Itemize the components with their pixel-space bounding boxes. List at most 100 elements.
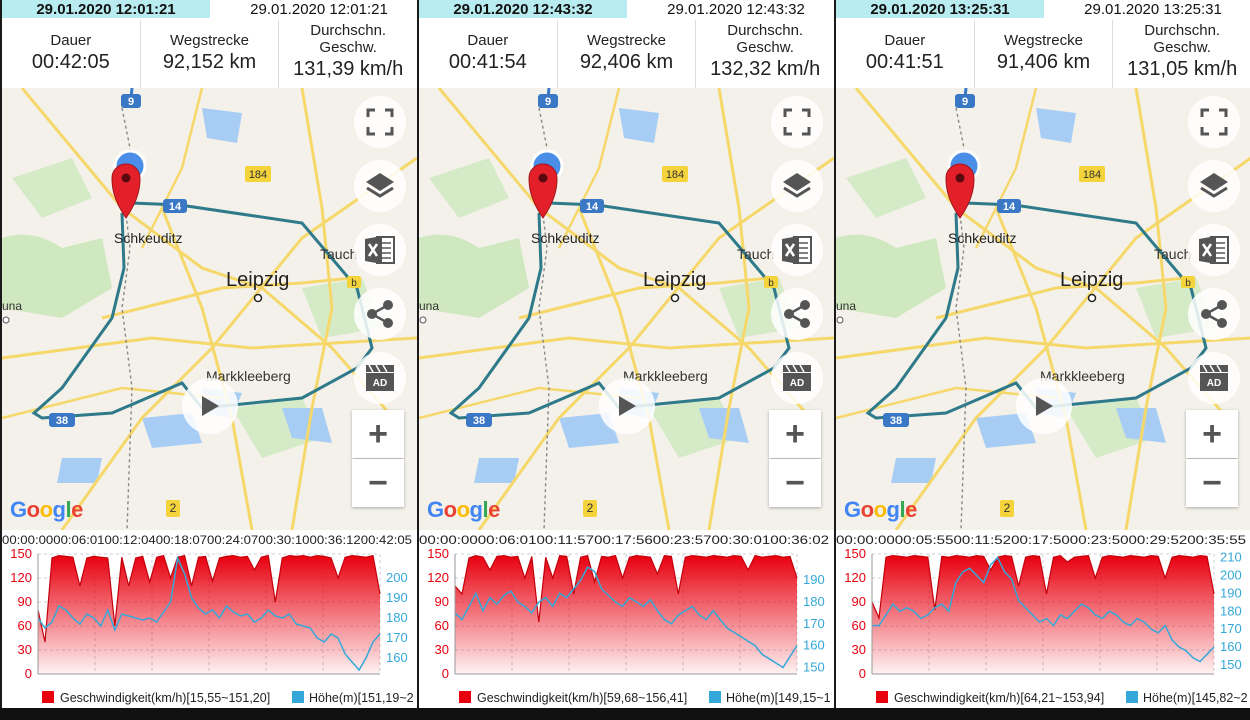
map-pin-icon[interactable] <box>945 163 975 219</box>
export-excel-button[interactable] <box>771 224 823 276</box>
legend-altitude-label: Höhe(m)[151,19~2 <box>309 691 414 705</box>
legend-speed-swatch <box>876 691 888 703</box>
time-axis-labels: 00:00:0000:05:5500:11:5200:17:5000:23:50… <box>836 533 1246 547</box>
avg-speed-value: 132,32 km/h <box>710 58 821 80</box>
road <box>894 156 1250 530</box>
distance-value: 91,406 km <box>996 51 1091 73</box>
city-marker <box>2 316 10 324</box>
svg-text:b: b <box>1185 278 1191 289</box>
time-axis-labels: 00:00:0000:06:0100:11:5700:17:5600:23:57… <box>419 533 829 547</box>
play-replay-button[interactable] <box>599 378 655 434</box>
speed-axis-tick: 30 <box>18 642 32 657</box>
zoom-in-button[interactable]: + <box>769 410 821 458</box>
trip-start-date: 29.01.2020 13:25:31 <box>1084 1 1222 18</box>
map-canvas[interactable]: 9 184 14 38 b Schkeuditz Leipzig Markkle… <box>419 88 834 530</box>
share-button[interactable] <box>1188 288 1240 340</box>
road <box>101 276 353 320</box>
speed-axis-tick: 150 <box>427 546 449 561</box>
zoom-out-button[interactable]: − <box>769 459 821 507</box>
road-shield-b: b <box>1181 276 1195 289</box>
ad-video-icon: AD <box>366 364 394 391</box>
route-map[interactable]: 9 184 14 38 b Schkeuditz Leipzig Markkle… <box>836 88 1250 530</box>
zoom-in-icon: + <box>368 414 388 453</box>
avg-speed-label: Durchschn. Geschw. <box>279 22 417 56</box>
google-logo: Google <box>844 497 917 523</box>
export-excel-button[interactable] <box>1188 224 1240 276</box>
google-logo: Google <box>427 497 500 523</box>
share-button[interactable] <box>354 288 406 340</box>
svg-text:14: 14 <box>1003 201 1016 213</box>
share-button[interactable] <box>771 288 823 340</box>
speed-axis-tick: 0 <box>859 666 866 681</box>
play-replay-button[interactable] <box>1016 378 1072 434</box>
altitude-axis-tick: 190 <box>1220 585 1242 600</box>
speed-axis-tick: 120 <box>844 570 866 585</box>
layers-button[interactable] <box>354 160 406 212</box>
layers-button[interactable] <box>771 160 823 212</box>
layers-button[interactable] <box>1188 160 1240 212</box>
road-shield-b: b <box>764 276 778 289</box>
bottom-system-bar <box>0 708 1250 720</box>
map-pin-icon[interactable] <box>111 163 141 219</box>
road <box>994 207 1088 530</box>
fullscreen-button[interactable] <box>771 96 823 148</box>
ad-video-button[interactable]: AD <box>771 352 823 404</box>
park-area <box>419 234 529 318</box>
google-logo-letter: G <box>427 497 444 522</box>
google-logo-letter: o <box>860 497 874 522</box>
road <box>290 88 334 530</box>
fullscreen-button[interactable] <box>1188 96 1240 148</box>
play-replay-button[interactable] <box>182 378 238 434</box>
route-map[interactable]: 9 184 14 38 b Schkeuditz Leipzig Markkle… <box>419 88 834 530</box>
zoom-out-button[interactable]: − <box>352 459 404 507</box>
svg-text:b: b <box>351 278 357 289</box>
lake <box>699 408 749 443</box>
road-shield-2: 2 <box>583 500 597 517</box>
google-logo-letter: G <box>10 497 27 522</box>
fullscreen-button[interactable] <box>354 96 406 148</box>
fullscreen-icon <box>1200 108 1228 136</box>
park-area <box>2 234 112 318</box>
road-shield-38: 38 <box>883 413 909 427</box>
google-logo-letter: o <box>456 497 470 522</box>
speed-line <box>454 554 798 623</box>
road-shield-14: 14 <box>580 199 604 213</box>
road-shield-184: 184 <box>662 166 688 182</box>
altitude-axis-tick: 170 <box>386 630 408 645</box>
stat-avg-speed: Durchschn. Geschw. 131,05 km/h <box>1113 20 1250 88</box>
avg-speed-label-line1: Durchschn. <box>310 22 387 39</box>
city-label-leipzig: Leipzig <box>1060 269 1123 291</box>
stat-duration: Dauer 00:42:05 <box>2 20 141 88</box>
stat-distance: Wegstrecke 92,406 km <box>558 20 697 88</box>
altitude-axis-tick: 180 <box>1220 603 1242 618</box>
road <box>419 336 834 360</box>
road <box>557 88 621 249</box>
road <box>160 207 254 530</box>
zoom-in-icon: + <box>1202 414 1222 453</box>
zoom-out-button[interactable]: − <box>1186 459 1238 507</box>
share-icon <box>367 300 393 328</box>
svg-text:b: b <box>768 278 774 289</box>
ad-video-button[interactable]: AD <box>354 352 406 404</box>
export-excel-button[interactable] <box>354 224 406 276</box>
trip-start-date-highlight: 29.01.2020 13:25:31 <box>836 0 1044 18</box>
map-pin-icon[interactable] <box>528 163 558 219</box>
svg-text:38: 38 <box>473 415 485 427</box>
avg-speed-label-line2: Geschw. <box>1153 39 1211 56</box>
ad-video-button[interactable]: AD <box>1188 352 1240 404</box>
legend-speed-label: Geschwindigkeit(km/h)[15,55~151,20] <box>60 691 270 705</box>
svg-text:184: 184 <box>666 169 684 181</box>
stat-distance: Wegstrecke 92,152 km <box>141 20 280 88</box>
city-marker <box>1087 293 1097 303</box>
zoom-in-button[interactable]: + <box>1186 410 1238 458</box>
road <box>20 88 404 429</box>
duration-value: 00:41:54 <box>448 51 527 73</box>
speed-altitude-chart: 00:00:0000:06:0100:11:5700:17:5600:23:57… <box>419 530 834 708</box>
google-logo-letter: e <box>71 497 83 522</box>
border-line <box>538 107 550 530</box>
zoom-in-button[interactable]: + <box>352 410 404 458</box>
route-map[interactable]: 9 184 14 38 b Schkeuditz Leipzig Markkle… <box>2 88 417 530</box>
speed-altitude-chart: 00:00:0000:06:0100:12:0400:18:0700:24:07… <box>2 530 417 708</box>
trip-panel-2: 29.01.2020 12:43:32 29.01.2020 12:43:32 … <box>419 0 834 708</box>
speed-axis-tick: 60 <box>435 618 449 633</box>
